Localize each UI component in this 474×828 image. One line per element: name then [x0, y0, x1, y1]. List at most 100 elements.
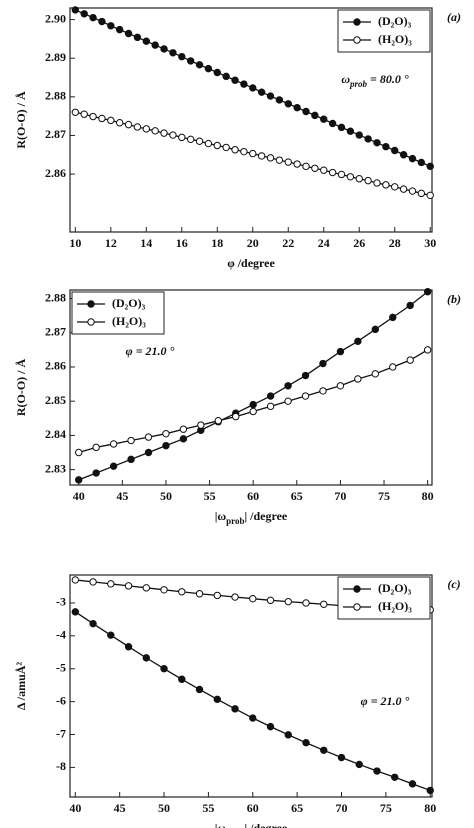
data-point — [213, 591, 221, 600]
data-point — [222, 143, 230, 152]
plot-frame — [69, 289, 433, 486]
x-tick-label: 50 — [160, 489, 172, 503]
y-tick-label: 2.84 — [45, 427, 66, 441]
legend-marker — [353, 36, 361, 44]
data-point — [213, 141, 221, 150]
x-tick-label: 26 — [353, 236, 365, 250]
data-point — [364, 176, 372, 185]
data-point — [391, 183, 399, 191]
annotation-part: φ = 21.0 ° — [361, 694, 410, 708]
data-point — [275, 96, 284, 104]
data-point — [179, 425, 188, 433]
data-point — [107, 580, 115, 588]
data-point — [301, 371, 310, 380]
y-tick-label: 2.88 — [45, 290, 66, 304]
data-point — [89, 13, 97, 22]
x-tick-label: 12 — [105, 236, 117, 250]
data-point — [92, 443, 100, 452]
x-tick-label: 28 — [389, 236, 401, 250]
x-axis-label-part: | /degree — [245, 821, 288, 828]
data-point — [214, 416, 222, 425]
x-tick-label: 20 — [247, 236, 259, 250]
y-tick-label: -8 — [56, 759, 66, 773]
data-point — [75, 476, 83, 484]
data-point — [406, 301, 414, 310]
legend: (D₂O)₃ (H₂O)₃ — [71, 291, 165, 335]
y-axis-label: R(O-O) / Å — [14, 359, 28, 417]
legend-box — [337, 9, 431, 53]
data-point — [355, 760, 363, 769]
data-point — [337, 753, 346, 762]
y-tick-label: -7 — [56, 726, 66, 740]
data-point — [249, 149, 257, 158]
annotation-part: prob — [349, 79, 368, 89]
y-tick-label: -5 — [56, 660, 66, 674]
data-point — [371, 325, 380, 334]
data-point — [142, 37, 151, 45]
x-tick-label: 40 — [73, 489, 85, 503]
data-point — [80, 110, 88, 118]
data-point — [302, 162, 310, 171]
data-point — [231, 593, 239, 601]
data-point — [408, 187, 417, 195]
data-point — [336, 347, 345, 356]
data-point — [423, 346, 432, 354]
data-point — [80, 10, 88, 18]
x-tick-label: 18 — [211, 236, 223, 250]
annotation: φ = 21.0 ° — [361, 694, 410, 708]
data-point — [98, 114, 106, 123]
data-point — [249, 594, 257, 603]
data-point — [302, 107, 310, 116]
legend-marker — [353, 18, 361, 26]
data-point — [213, 695, 221, 704]
y-tick-label: 2.83 — [45, 461, 66, 475]
data-point — [92, 469, 100, 477]
data-point — [178, 52, 186, 61]
data-point — [364, 135, 372, 143]
data-point — [151, 41, 159, 49]
x-tick-label: 80 — [424, 801, 436, 815]
x-axis-label-part: φ /degree — [227, 256, 275, 270]
x-tick-label: 60 — [247, 801, 259, 815]
data-point — [115, 25, 124, 34]
data-point — [169, 49, 177, 57]
data-point — [382, 181, 390, 189]
data-point — [337, 123, 346, 132]
data-point — [293, 103, 301, 112]
x-tick-label: 40 — [69, 801, 81, 815]
data-point — [240, 147, 248, 156]
data-point — [257, 152, 266, 160]
data-point — [89, 619, 97, 628]
data-point — [142, 125, 151, 133]
data-point — [399, 185, 408, 193]
x-tick-label: 70 — [336, 801, 348, 815]
data-point — [249, 714, 257, 722]
data-point — [355, 175, 363, 183]
data-point — [109, 440, 118, 448]
legend-label: (D₂O)₃ — [378, 581, 412, 595]
x-axis-label-part: |ω — [215, 509, 227, 523]
legend-box — [71, 291, 165, 335]
data-point — [417, 189, 426, 198]
data-point — [231, 705, 239, 713]
data-point — [195, 137, 204, 145]
y-tick-label: 2.87 — [45, 325, 66, 339]
data-point — [389, 313, 397, 322]
data-point — [266, 596, 275, 605]
data-point — [109, 462, 118, 470]
panel-label: (a) — [447, 10, 461, 24]
data-point — [127, 436, 135, 445]
data-point — [178, 588, 186, 596]
data-point — [284, 100, 292, 108]
x-axis-label: |ωprob| /degree — [215, 821, 288, 828]
y-tick-label: 2.88 — [45, 89, 66, 103]
data-point — [319, 359, 327, 368]
data-point — [133, 33, 142, 42]
data-point — [319, 387, 327, 395]
y-axis-label: R(O-O) / Å — [14, 91, 28, 149]
legend-marker — [87, 318, 95, 326]
data-point — [293, 160, 301, 168]
x-tick-label: 30 — [424, 236, 436, 250]
y-tick-label: 2.86 — [45, 166, 66, 180]
